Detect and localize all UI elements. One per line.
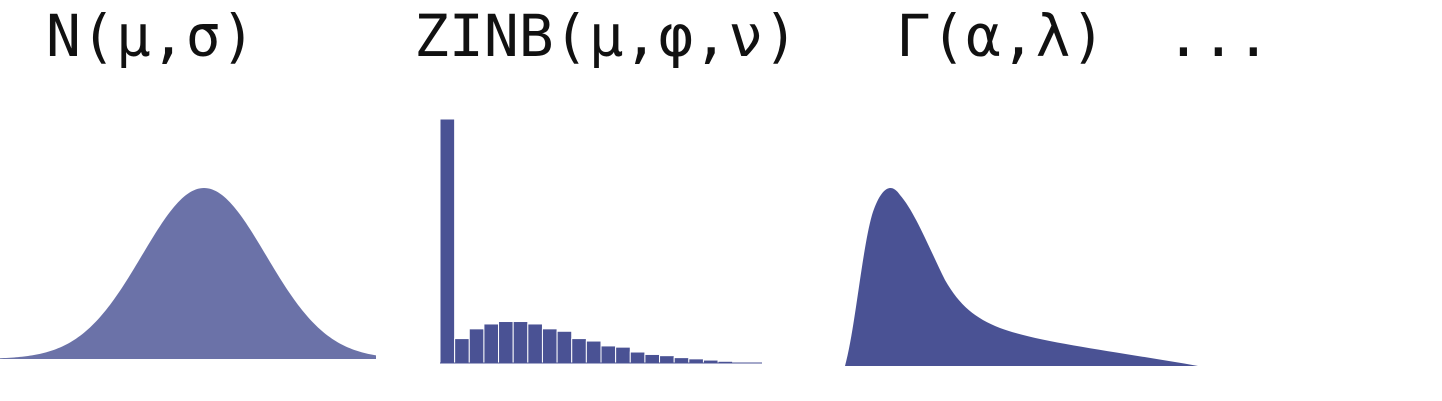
zinb-histogram	[439, 118, 763, 364]
zinb-bar	[454, 338, 470, 364]
zinb-bar	[571, 338, 587, 364]
zinb-bar	[541, 328, 558, 364]
zinb-bar	[688, 358, 704, 364]
zinb-bar	[468, 328, 485, 364]
zinb-bar	[556, 330, 573, 364]
gamma-distribution-label: Γ(α,λ)	[896, 2, 1106, 70]
zinb-bar	[483, 323, 500, 364]
zinb-bar	[615, 346, 631, 364]
zinb-bar	[673, 357, 690, 364]
gamma-density-curve	[845, 187, 1198, 366]
zinb-bar	[498, 321, 514, 364]
zinb-bar	[527, 323, 543, 364]
zinb-bar	[629, 351, 646, 364]
zinb-bar	[659, 355, 675, 364]
zinb-bar	[644, 353, 661, 364]
zinb-bar	[585, 340, 602, 364]
normal-distribution-label: N(μ,σ)	[46, 2, 256, 70]
normal-density-curve	[0, 188, 376, 359]
ellipsis-label: ...	[1166, 2, 1271, 70]
zinb-distribution-label: ZINB(μ,φ,ν)	[414, 2, 799, 70]
zinb-bar	[600, 345, 617, 364]
zinb-bar	[439, 118, 456, 364]
zinb-bar	[512, 321, 529, 364]
